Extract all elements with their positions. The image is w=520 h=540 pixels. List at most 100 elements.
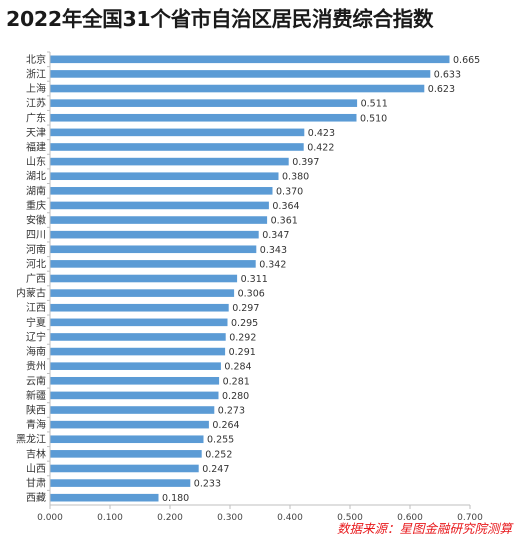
- bar: [50, 435, 204, 444]
- x-tick-label: 0.000: [37, 513, 63, 523]
- bar: [50, 113, 357, 122]
- category-label: 天津: [26, 127, 46, 139]
- x-tick-label: 0.200: [157, 513, 183, 523]
- category-label: 陕西: [26, 404, 46, 417]
- data-label: 0.273: [218, 406, 245, 417]
- data-label: 0.343: [260, 245, 287, 256]
- category-label: 河北: [26, 258, 46, 270]
- category-label: 宁夏: [26, 316, 46, 329]
- x-tick-label: 0.500: [337, 513, 363, 523]
- bar: [50, 70, 431, 78]
- x-tick-label: 0.400: [277, 513, 303, 523]
- bar: [50, 289, 235, 297]
- category-label: 福建: [26, 140, 46, 153]
- bar: [50, 420, 209, 429]
- bar: [50, 55, 450, 64]
- data-label: 0.423: [308, 128, 335, 139]
- data-label: 0.342: [259, 259, 286, 270]
- bar: [50, 376, 220, 385]
- category-label: 湖北: [26, 171, 46, 183]
- category-label: 河南: [26, 243, 46, 256]
- category-label: 辽宁: [26, 330, 46, 343]
- data-label: 0.633: [434, 69, 461, 80]
- category-label: 上海: [26, 82, 46, 95]
- bar: [50, 84, 425, 93]
- data-label: 0.361: [271, 216, 298, 227]
- data-label: 0.233: [194, 479, 221, 490]
- category-label: 新疆: [26, 389, 46, 402]
- data-label: 0.180: [162, 493, 189, 504]
- bar: [50, 450, 202, 458]
- data-label: 0.311: [241, 274, 268, 285]
- data-label: 0.291: [229, 347, 256, 358]
- data-label: 0.280: [222, 391, 249, 402]
- data-label: 0.255: [207, 435, 234, 446]
- bar: [50, 479, 191, 487]
- category-label: 西藏: [26, 492, 46, 504]
- category-label: 山西: [26, 463, 46, 475]
- data-label: 0.306: [238, 289, 265, 300]
- bar: [50, 303, 229, 312]
- category-label: 青海: [26, 418, 46, 431]
- bar: [50, 318, 228, 327]
- bar: [50, 406, 215, 414]
- category-label: 江西: [26, 302, 46, 314]
- category-label: 重庆: [26, 199, 46, 212]
- x-tick-label: 0.700: [457, 513, 483, 523]
- x-tick-label: 0.300: [217, 513, 243, 523]
- category-label: 黑龙江: [16, 433, 46, 446]
- category-label: 贵州: [26, 360, 46, 373]
- bar: [50, 464, 199, 473]
- bar: [50, 99, 358, 107]
- data-label: 0.370: [276, 186, 303, 197]
- data-source-note: 数据来源：星图金融研究院测算: [336, 521, 512, 536]
- category-label: 江苏: [26, 97, 46, 110]
- x-tick-label: 0.600: [397, 513, 423, 523]
- data-label: 0.623: [428, 84, 455, 95]
- category-label: 内蒙古: [16, 287, 46, 300]
- bar: [50, 347, 226, 356]
- bar: [50, 128, 305, 137]
- data-label: 0.422: [307, 142, 334, 153]
- category-label: 广东: [26, 111, 46, 124]
- bar: [50, 333, 226, 341]
- bar: [50, 187, 273, 195]
- chart-title: 2022年全国31个省市自治区居民消费综合指数: [6, 7, 434, 31]
- data-label: 0.284: [224, 362, 251, 373]
- bar: [50, 362, 221, 370]
- data-label: 0.665: [453, 55, 480, 66]
- category-label: 北京: [26, 53, 46, 66]
- bar: [50, 216, 268, 224]
- category-label: 云南: [26, 374, 46, 387]
- category-label: 浙江: [26, 68, 46, 80]
- bar: [50, 493, 159, 502]
- bar: [50, 230, 259, 239]
- data-label: 0.347: [262, 230, 289, 241]
- x-tick-label: 0.100: [97, 513, 123, 523]
- data-label: 0.292: [229, 332, 256, 343]
- bar: [50, 172, 279, 181]
- data-label: 0.247: [202, 464, 229, 475]
- data-label: 0.380: [282, 172, 309, 183]
- category-label: 广西: [26, 273, 46, 285]
- data-label: 0.264: [212, 420, 239, 431]
- data-label: 0.510: [360, 113, 387, 124]
- data-label: 0.397: [292, 157, 319, 168]
- category-label: 山东: [26, 155, 46, 168]
- bar: [50, 245, 257, 254]
- category-label: 海南: [26, 345, 46, 358]
- bar: [50, 260, 256, 268]
- data-label: 0.295: [231, 318, 258, 329]
- category-label: 吉林: [26, 447, 46, 460]
- category-label: 湖南: [26, 184, 46, 197]
- bar: [50, 274, 238, 283]
- bar: [50, 143, 304, 151]
- category-label: 四川: [26, 230, 46, 241]
- data-label: 0.281: [223, 376, 250, 387]
- bar: [50, 201, 269, 210]
- bar: [50, 391, 219, 400]
- data-label: 0.511: [361, 99, 388, 110]
- data-label: 0.297: [232, 303, 259, 314]
